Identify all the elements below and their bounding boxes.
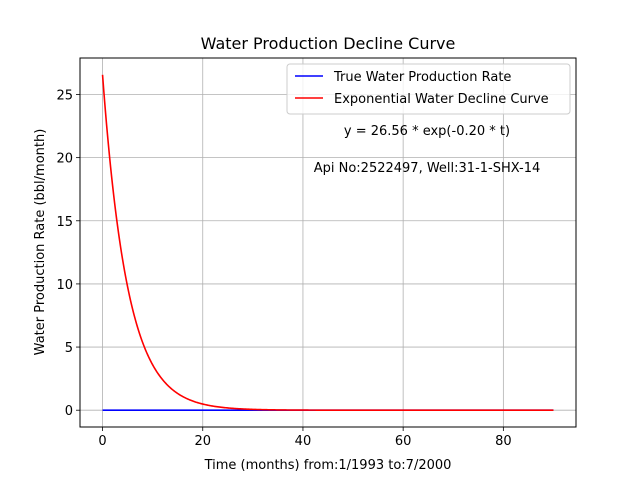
- series-line-exponential-curve: [101, 74, 554, 412]
- x-tick-label: 40: [295, 434, 312, 449]
- equation-annotation: y = 26.56 * exp(-0.20 * t): [344, 124, 510, 139]
- plot-frame: [79, 57, 577, 428]
- y-axis-ticks: 0 5 10 15 20 25: [56, 88, 80, 419]
- y-tick-label: 20: [56, 152, 73, 167]
- legend-label-exponential-curve: Exponential Water Decline Curve: [334, 92, 549, 107]
- y-tick-label: 15: [56, 215, 73, 230]
- series-lines: [101, 74, 554, 412]
- x-tick-label: 20: [194, 434, 211, 449]
- legend-label-true-rate: True Water Production Rate: [333, 70, 511, 85]
- y-tick-label: 0: [65, 404, 73, 419]
- y-tick-label: 10: [56, 278, 73, 293]
- x-tick-label: 60: [395, 434, 412, 449]
- y-tick-label: 5: [65, 341, 73, 356]
- x-tick-label: 0: [98, 434, 106, 449]
- y-tick-label: 25: [56, 88, 73, 103]
- x-tick-label: 80: [495, 434, 512, 449]
- well-annotation: Api No:2522497, Well:31-1-SHX-14: [314, 161, 541, 176]
- x-axis-ticks: 0 20 40 60 80: [98, 427, 512, 449]
- y-axis-label: Water Production Rate (bbl/month): [33, 129, 48, 356]
- chart-title: Water Production Decline Curve: [201, 34, 456, 53]
- legend-box: [286, 63, 571, 115]
- legend: True Water Production Rate Exponential W…: [286, 63, 571, 115]
- x-axis-label: Time (months) from:1/1993 to:7/2000: [204, 458, 452, 473]
